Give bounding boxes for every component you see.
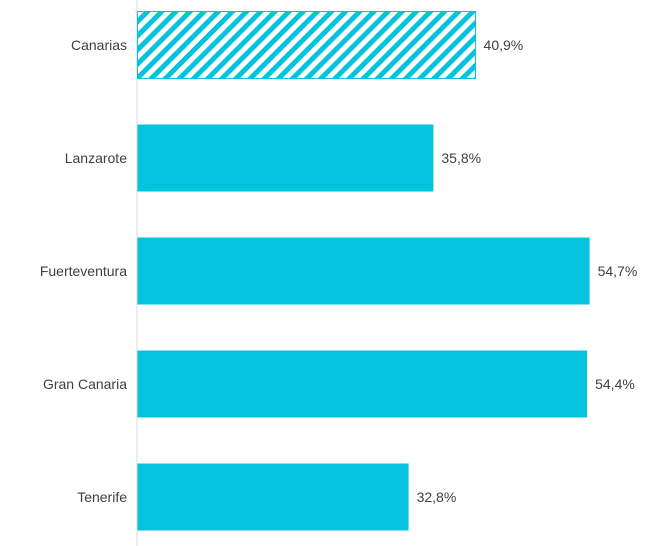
bar-lanzarote	[137, 124, 434, 192]
bar-gran-canaria	[137, 350, 588, 418]
value-label: 35,8%	[441, 150, 481, 166]
value-label: 32,8%	[417, 489, 457, 505]
bar-canarias	[137, 11, 477, 79]
category-label: Lanzarote	[65, 150, 127, 166]
category-label: Canarias	[71, 37, 127, 53]
value-label: 54,7%	[598, 263, 638, 279]
value-label: 54,4%	[595, 376, 635, 392]
value-label: 40,9%	[484, 37, 524, 53]
bar-tenerife	[137, 463, 409, 531]
category-label: Fuerteventura	[40, 263, 127, 279]
category-label: Tenerife	[77, 489, 127, 505]
category-label: Gran Canaria	[43, 376, 127, 392]
bar-fuerteventura	[137, 237, 590, 305]
